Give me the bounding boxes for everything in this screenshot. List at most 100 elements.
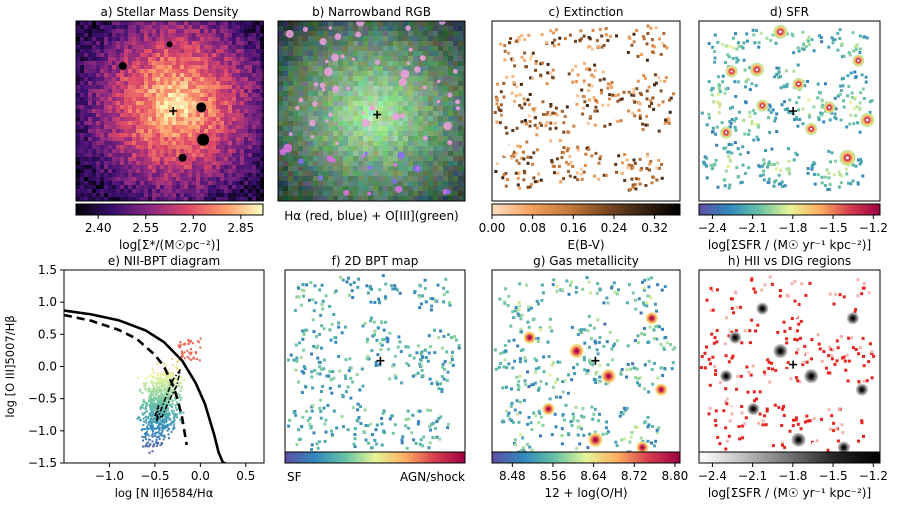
bpt-point	[151, 394, 153, 397]
bpt-point	[165, 414, 168, 417]
bpt-point	[169, 413, 171, 416]
panel-b-frame	[277, 20, 466, 202]
bpt-ytick-label: 1.5	[38, 263, 57, 277]
bpt-point	[159, 387, 162, 390]
bpt-point	[143, 400, 146, 403]
bpt-point	[151, 450, 154, 453]
bpt-point	[188, 341, 191, 344]
bpt-point	[152, 444, 155, 447]
bpt-point	[145, 444, 148, 447]
bpt-point	[163, 362, 165, 365]
panel-g-title: g) Gas metallicity	[533, 254, 639, 268]
bpt-point	[195, 352, 198, 355]
bpt-point	[154, 406, 156, 409]
bpt-point	[153, 404, 156, 407]
bpt-point	[169, 388, 172, 391]
bpt-point	[180, 351, 183, 354]
bpt-point	[187, 338, 190, 341]
bpt-ytick-label: 1.0	[38, 295, 57, 309]
panel-a-frame	[75, 20, 264, 202]
bpt-point	[175, 416, 178, 419]
bpt-point	[153, 376, 156, 379]
bpt-point	[169, 418, 172, 421]
bpt-point	[190, 348, 192, 351]
bpt-point	[154, 427, 157, 430]
bpt-point	[161, 425, 164, 428]
bpt-point	[156, 413, 159, 415]
bpt-point	[155, 383, 158, 386]
bpt-point	[168, 390, 171, 393]
bpt-point	[164, 426, 167, 429]
bpt-point	[165, 421, 168, 424]
bpt-point	[151, 428, 153, 431]
bpt-point	[156, 374, 159, 377]
bpt-point	[156, 406, 159, 409]
panel-h-cb-ticklabel: −2.4	[698, 469, 727, 483]
bpt-point	[152, 390, 155, 393]
panel-a-cb-ticklabel: 2.40	[85, 221, 112, 235]
bpt-point	[174, 406, 177, 409]
bpt-point	[170, 389, 173, 392]
bpt-point	[142, 403, 145, 406]
bpt-point	[157, 390, 160, 393]
panel-h-map	[699, 270, 880, 463]
bpt-point	[157, 421, 160, 424]
bpt-point	[160, 391, 163, 394]
bpt-point	[178, 382, 181, 385]
bpt-point	[189, 353, 192, 356]
bpt-point	[180, 421, 183, 424]
bpt-point	[149, 443, 152, 446]
bpt-point	[145, 405, 147, 408]
bpt-ylabel: log [O III]5007/Hβ	[3, 315, 17, 417]
bpt-point	[147, 375, 150, 378]
bpt-point	[179, 410, 182, 413]
bpt-point	[138, 416, 141, 419]
bpt-point	[148, 404, 151, 407]
bpt-point	[161, 427, 164, 430]
bpt-point	[147, 387, 150, 390]
bpt-point	[151, 424, 154, 427]
bpt-point	[182, 343, 185, 346]
bpt-point	[160, 382, 163, 385]
panel-a-map	[76, 21, 264, 201]
bpt-point	[158, 397, 160, 400]
bpt-point	[154, 388, 156, 391]
bpt-point	[176, 413, 178, 416]
bpt-point	[168, 428, 170, 431]
bpt-point	[141, 435, 144, 438]
bpt-point	[156, 386, 159, 389]
bpt-point	[149, 393, 152, 396]
bpt-point	[156, 427, 159, 430]
bpt-point	[145, 407, 148, 410]
bpt-point	[159, 388, 162, 391]
bpt-line-dashed	[64, 313, 188, 446]
panel-c-cb-ticklabel: 0.00	[479, 221, 506, 235]
panel-g-cb-ticklabel: 8.48	[499, 469, 526, 483]
bpt-xtick-label: −1.0	[95, 469, 124, 483]
bpt-point	[165, 380, 168, 383]
bpt-point	[159, 411, 162, 414]
panel-h-cb-ticklabel: −2.1	[738, 469, 767, 483]
bpt-point	[197, 341, 200, 344]
bpt-point	[149, 420, 152, 423]
bpt-point	[171, 412, 174, 415]
bpt-point	[171, 364, 174, 367]
bpt-point	[147, 434, 150, 437]
bpt-point	[152, 430, 155, 433]
bpt-point	[158, 405, 161, 408]
bpt-point	[165, 400, 167, 403]
panel-f-title: f) 2D BPT map	[332, 254, 419, 268]
bpt-point	[147, 388, 150, 391]
bpt-point	[159, 374, 162, 377]
bpt-point	[148, 396, 151, 399]
bpt-point	[164, 365, 167, 368]
bpt-point	[180, 387, 182, 389]
bpt-point	[165, 375, 168, 378]
bpt-point	[158, 423, 160, 426]
panel-c-cb-ticklabel: 0.32	[641, 221, 668, 235]
bpt-point	[147, 441, 150, 444]
bpt-point	[166, 369, 169, 372]
bpt-ytick-label: −1.0	[28, 424, 57, 438]
bpt-point	[148, 412, 151, 415]
